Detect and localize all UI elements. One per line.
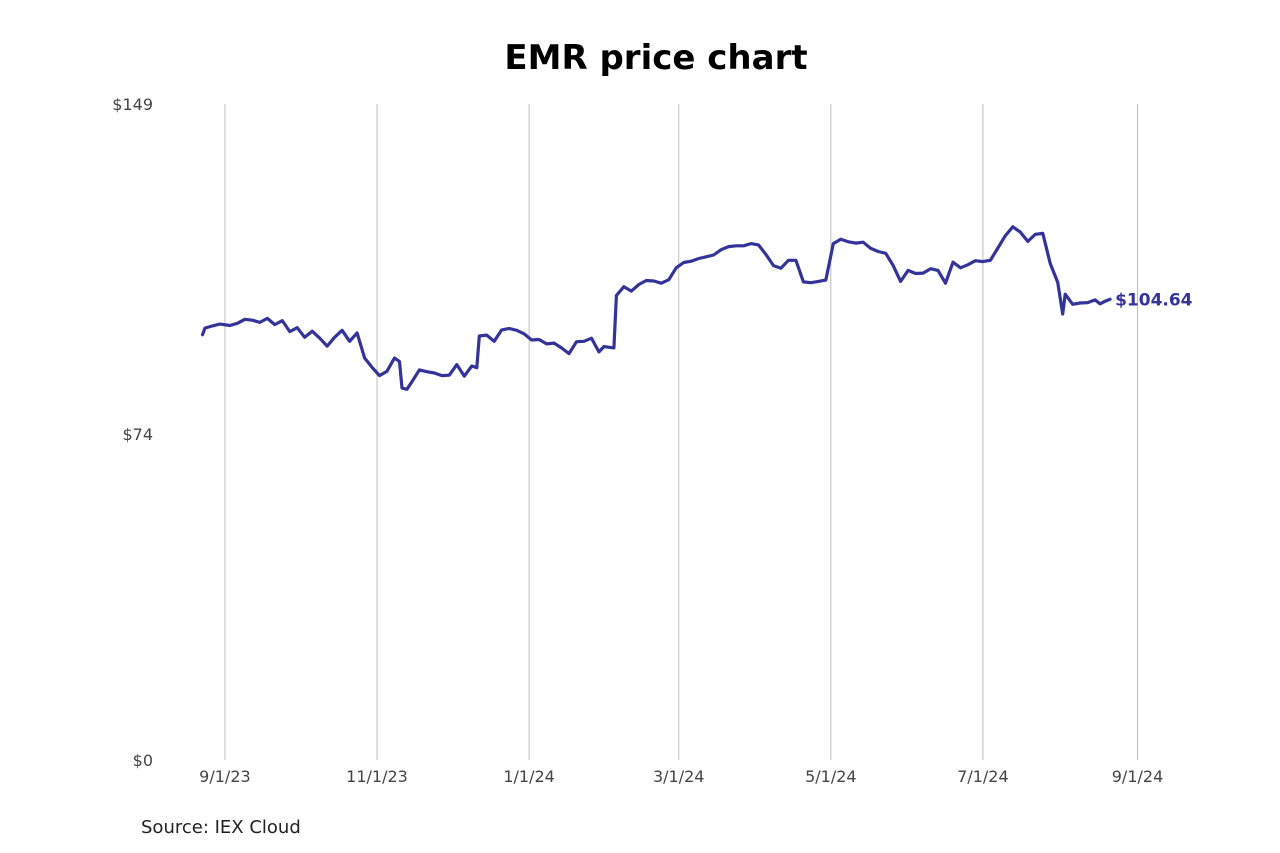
y-tick-label: $0 [133,751,153,770]
price-line [200,225,1112,391]
x-tick-label: 3/1/24 [653,767,705,786]
last-price-label: $104.64 [1115,290,1193,310]
grid-lines [224,104,1139,760]
x-tick-label: 9/1/23 [199,767,251,786]
x-tick-label: 5/1/24 [805,767,857,786]
y-tick-label: $149 [112,95,153,114]
y-axis-ticks: $149 $74 $0 [112,95,153,770]
chart-title: EMR price chart [504,38,808,78]
x-tick-label: 11/1/23 [346,767,408,786]
source-note: Source: IEX Cloud [141,817,301,838]
x-tick-label: 7/1/24 [957,767,1009,786]
y-tick-label: $74 [122,425,153,444]
x-axis-ticks: 9/1/23 11/1/23 1/1/24 3/1/24 5/1/24 7/1/24 9/1… [199,767,1163,786]
x-tick-label: 9/1/24 [1112,767,1164,786]
x-tick-label: 1/1/24 [503,767,555,786]
series-layer: $104.64 [200,225,1193,391]
